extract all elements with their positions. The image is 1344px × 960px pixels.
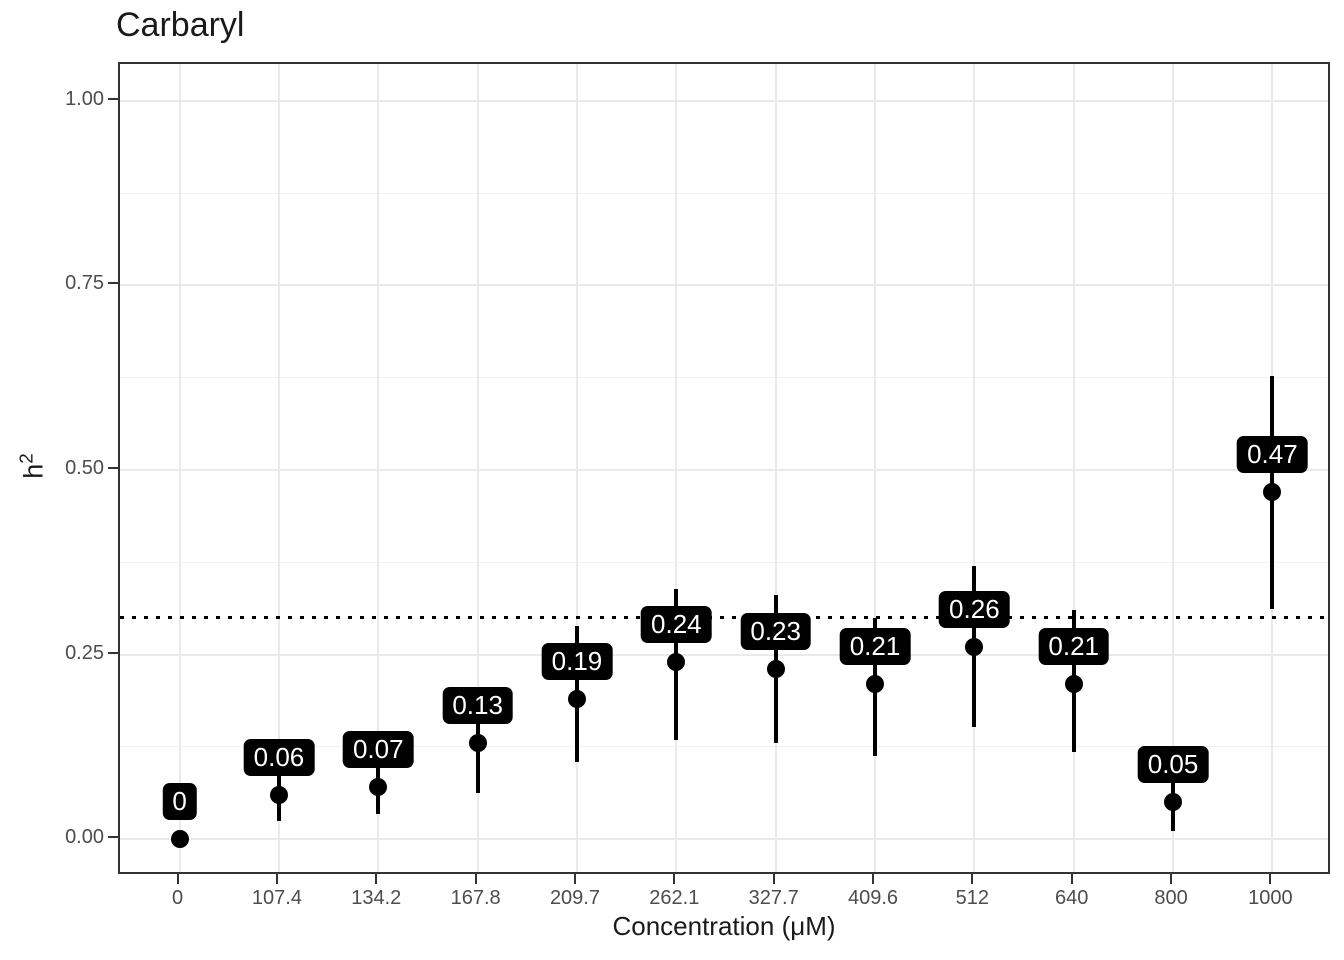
point-value-label: 0.05 xyxy=(1137,746,1209,784)
y-tick-label: 0.00 xyxy=(65,826,104,849)
gridline-vertical-major xyxy=(277,64,280,872)
y-axis-tick xyxy=(108,836,118,839)
point-value-label: 0.21 xyxy=(839,628,911,666)
x-tick-label: 1000 xyxy=(1248,887,1293,909)
x-tick-label: 107.4 xyxy=(251,887,302,909)
gridline-horizontal-major xyxy=(120,469,1328,471)
x-axis-tick xyxy=(573,874,576,884)
data-point xyxy=(468,734,487,753)
gridline-horizontal-minor xyxy=(120,561,1328,563)
point-value-label: 0.24 xyxy=(641,605,712,643)
data-point xyxy=(567,689,586,708)
reference-line xyxy=(120,616,1328,620)
x-axis-tick xyxy=(673,874,676,884)
data-point xyxy=(866,675,885,694)
point-value-label: 0.23 xyxy=(740,613,811,651)
x-tick-label: 167.8 xyxy=(450,887,501,909)
x-tick-label: 262.1 xyxy=(649,887,700,909)
x-tick-label: 134.2 xyxy=(351,887,402,909)
data-point xyxy=(1263,483,1282,502)
gridline-horizontal-major xyxy=(120,838,1328,841)
x-axis-tick xyxy=(1269,874,1272,884)
gridline-vertical-major xyxy=(1072,64,1075,872)
point-value-label: 0.07 xyxy=(342,731,414,769)
data-point xyxy=(667,652,686,671)
gridline-vertical-major xyxy=(476,64,479,872)
y-axis-tick xyxy=(108,282,118,285)
point-value-label: 0.06 xyxy=(243,738,315,776)
data-point xyxy=(965,638,984,657)
gridline-vertical-major xyxy=(774,64,777,872)
x-axis-tick xyxy=(1070,874,1073,884)
point-value-label: 0.21 xyxy=(1038,628,1110,666)
x-axis-tick xyxy=(872,874,875,884)
point-value-label: 0.13 xyxy=(442,687,513,725)
data-point xyxy=(269,785,288,804)
y-tick-label: 0.75 xyxy=(65,272,104,295)
point-value-label: 0.26 xyxy=(939,591,1010,629)
gridline-vertical-major xyxy=(675,64,678,872)
chart-title: Carbaryl xyxy=(116,6,245,44)
gridline-vertical-major xyxy=(874,64,877,872)
y-tick-label: 0.50 xyxy=(65,457,104,479)
gridline-horizontal-minor xyxy=(120,192,1328,194)
point-value-label: 0.47 xyxy=(1237,436,1308,474)
data-point xyxy=(170,830,189,849)
x-axis-tick xyxy=(971,874,974,884)
x-axis-tick xyxy=(474,874,477,884)
point-value-label: 0.19 xyxy=(541,642,613,680)
data-point xyxy=(1064,675,1083,694)
gridline-vertical-major xyxy=(973,64,976,872)
gridline-horizontal-major xyxy=(120,284,1328,287)
x-tick-label: 409.6 xyxy=(847,887,899,909)
gridline-horizontal-minor xyxy=(120,746,1328,748)
x-tick-label: 327.7 xyxy=(748,887,799,909)
plot-panel: 0 0.06 0.07 0.13 0.19 0.24 0.23 0.21 0.26 0.21 0.0… xyxy=(118,62,1330,874)
x-axis-tick xyxy=(772,874,775,884)
gridline-horizontal-major xyxy=(120,653,1328,656)
x-tick-label: 0 xyxy=(172,887,184,909)
x-tick-label: 640 xyxy=(1055,887,1089,909)
gridline-horizontal-major xyxy=(120,99,1328,102)
y-tick-label: 0.25 xyxy=(65,641,104,664)
x-axis-tick xyxy=(375,874,378,884)
y-axis-tick xyxy=(108,97,118,100)
x-axis-tick xyxy=(176,874,179,884)
x-axis-title: Concentration (μM) xyxy=(612,911,836,941)
data-point xyxy=(369,778,388,797)
x-axis-tick xyxy=(275,874,278,884)
x-tick-label: 512 xyxy=(955,887,990,909)
y-axis-tick xyxy=(108,651,118,654)
point-value-label: 0 xyxy=(162,783,197,821)
y-tick-label: 1.00 xyxy=(65,87,104,110)
y-axis-tick xyxy=(108,467,118,469)
x-tick-label: 209.7 xyxy=(549,887,600,909)
x-tick-label: 800 xyxy=(1154,887,1188,909)
gridline-vertical-major xyxy=(1172,64,1175,872)
data-point xyxy=(766,660,785,679)
data-point xyxy=(1164,793,1183,812)
gridline-horizontal-minor xyxy=(120,377,1328,379)
gridline-vertical-major xyxy=(575,64,578,872)
x-axis-tick xyxy=(1170,874,1173,884)
gridline-vertical-major xyxy=(178,64,181,872)
gridline-vertical-major xyxy=(377,64,380,872)
